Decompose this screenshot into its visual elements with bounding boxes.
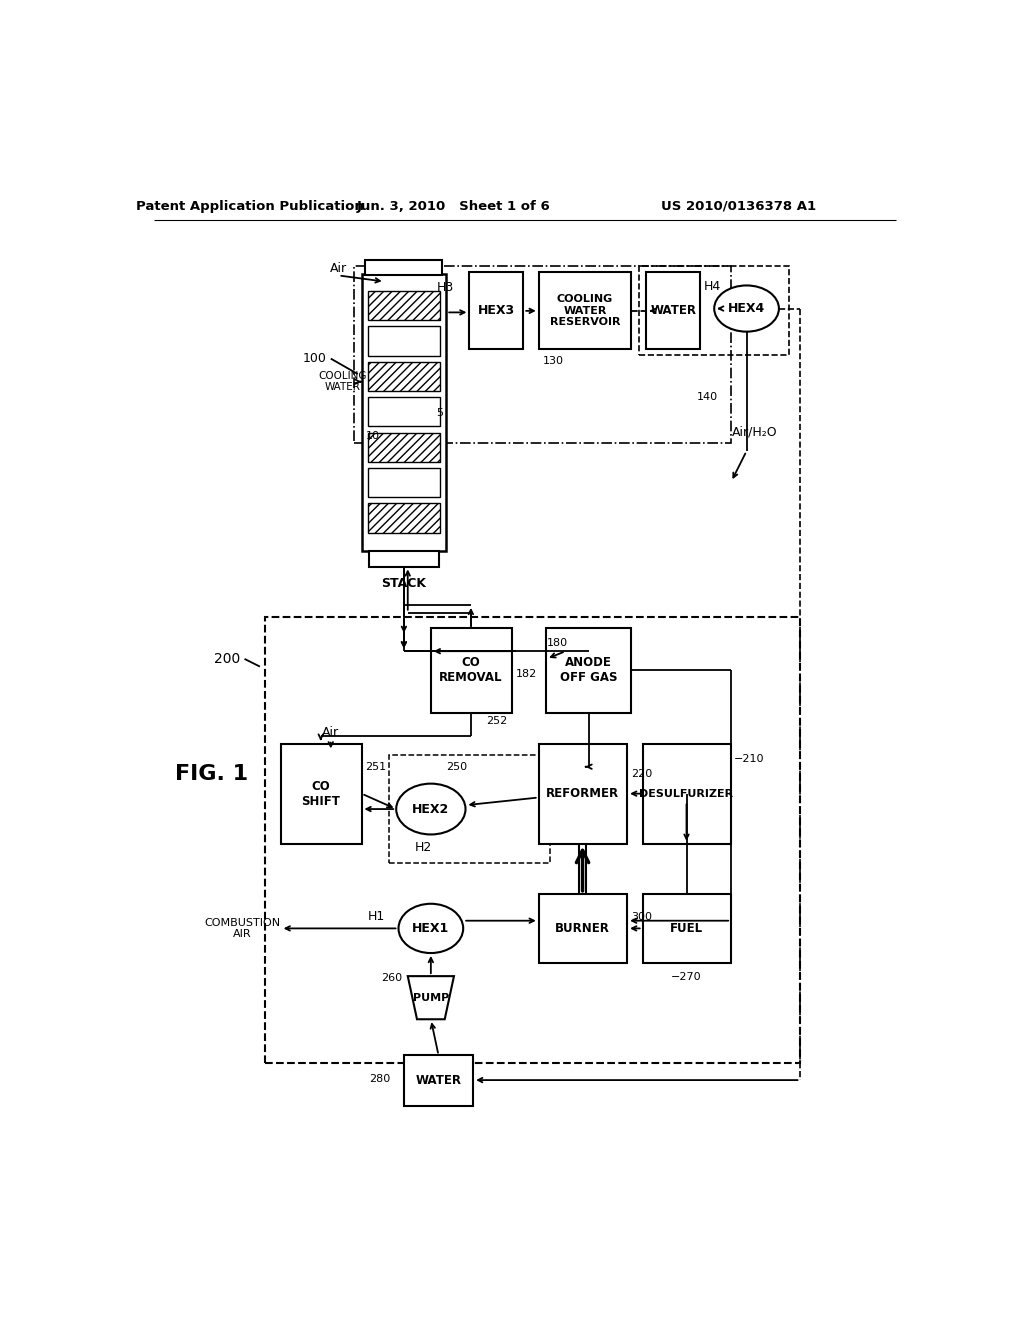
Ellipse shape: [398, 904, 463, 953]
Text: PUMP: PUMP: [413, 993, 449, 1003]
Bar: [361, 275, 446, 552]
Text: 280: 280: [370, 1073, 390, 1084]
Bar: [646, 272, 700, 350]
Text: Patent Application Publication: Patent Application Publication: [136, 199, 364, 213]
Bar: [539, 743, 628, 843]
Bar: [469, 272, 523, 350]
Text: HEX2: HEX2: [413, 803, 450, 816]
Text: 140: 140: [696, 392, 718, 403]
Text: 10: 10: [366, 430, 379, 441]
Ellipse shape: [714, 285, 779, 331]
Bar: [403, 1056, 473, 1106]
Bar: [368, 362, 440, 391]
Text: COOLING
WATER
RESERVOIR: COOLING WATER RESERVOIR: [550, 294, 621, 327]
Bar: [547, 628, 631, 713]
Text: STACK: STACK: [381, 577, 426, 590]
Text: 260: 260: [381, 973, 402, 983]
Text: CO
REMOVAL: CO REMOVAL: [439, 656, 503, 685]
Text: −270: −270: [671, 972, 701, 982]
Polygon shape: [408, 977, 454, 1019]
Bar: [281, 743, 361, 843]
Text: 250: 250: [446, 762, 467, 772]
Bar: [354, 267, 731, 444]
Text: H1: H1: [368, 911, 385, 924]
Bar: [368, 503, 440, 533]
Bar: [639, 267, 788, 355]
Text: 252: 252: [486, 715, 508, 726]
Bar: [431, 628, 512, 713]
Text: Jun. 3, 2010   Sheet 1 of 6: Jun. 3, 2010 Sheet 1 of 6: [357, 199, 551, 213]
Text: CO
SHIFT: CO SHIFT: [301, 780, 340, 808]
Text: WATER: WATER: [416, 1073, 462, 1086]
Bar: [368, 326, 440, 355]
Text: REFORMER: REFORMER: [546, 787, 620, 800]
Text: 220: 220: [631, 770, 652, 779]
Text: ANODE
OFF GAS: ANODE OFF GAS: [560, 656, 617, 685]
Text: 5: 5: [436, 408, 443, 417]
Text: Air: Air: [323, 726, 339, 739]
Text: 251: 251: [366, 762, 386, 772]
Text: 300: 300: [631, 912, 652, 921]
Text: −210: −210: [733, 754, 764, 764]
Bar: [643, 894, 731, 964]
Bar: [643, 743, 731, 843]
Text: BURNER: BURNER: [555, 921, 610, 935]
Text: 180: 180: [547, 639, 567, 648]
Text: HEX4: HEX4: [728, 302, 765, 315]
Bar: [368, 469, 440, 498]
Text: 182: 182: [515, 669, 537, 680]
Text: DESULFURIZER: DESULFURIZER: [639, 788, 733, 799]
Bar: [539, 272, 631, 350]
Text: HEX3: HEX3: [478, 305, 515, 317]
Bar: [368, 433, 440, 462]
Text: FIG. 1: FIG. 1: [175, 764, 248, 784]
Bar: [368, 397, 440, 426]
Text: 100: 100: [303, 352, 327, 366]
Bar: [370, 552, 438, 566]
Bar: [368, 290, 440, 321]
Text: H4: H4: [705, 280, 722, 293]
Text: COOLING
WATER: COOLING WATER: [318, 371, 367, 392]
Text: HEX1: HEX1: [413, 921, 450, 935]
Text: Air: Air: [330, 261, 347, 275]
Text: COMBUSTION
AIR: COMBUSTION AIR: [204, 917, 281, 940]
Text: 200: 200: [214, 652, 240, 665]
Text: Air/H₂O: Air/H₂O: [731, 425, 777, 438]
Text: US 2010/0136378 A1: US 2010/0136378 A1: [662, 199, 816, 213]
Text: H2: H2: [415, 841, 432, 854]
Text: FUEL: FUEL: [670, 921, 703, 935]
Bar: [265, 616, 801, 1063]
Text: WATER: WATER: [650, 305, 696, 317]
Bar: [366, 260, 442, 276]
Bar: [388, 755, 550, 863]
Text: H3: H3: [436, 281, 454, 294]
Bar: [539, 894, 628, 964]
Text: 130: 130: [543, 356, 563, 366]
Ellipse shape: [396, 784, 466, 834]
